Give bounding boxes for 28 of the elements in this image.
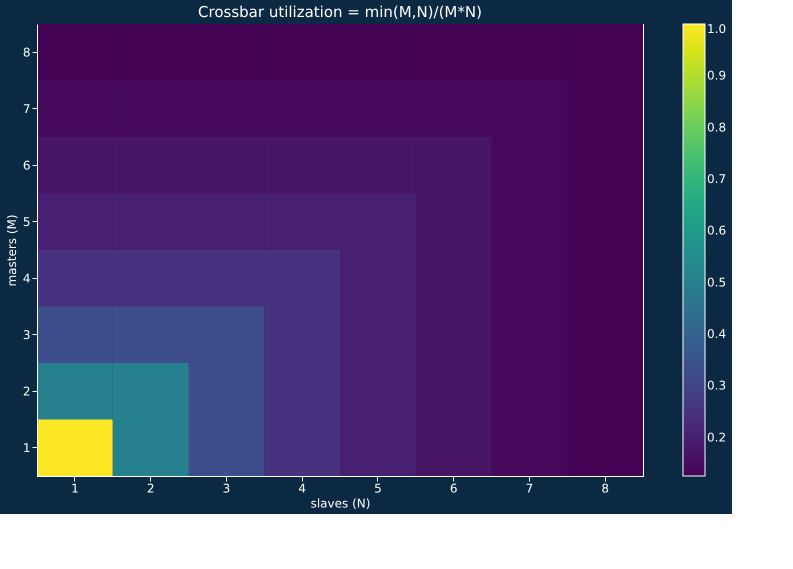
color-bar-label: 0.6 (707, 224, 726, 238)
y-tick-label: 7 (22, 102, 30, 116)
color-bar-label: 0.7 (707, 172, 726, 186)
x-tick-label: 4 (298, 482, 306, 496)
color-bar-label: 0.2 (707, 430, 726, 444)
y-tick-label: 4 (22, 271, 30, 286)
color-bar-label: 0.4 (707, 326, 726, 341)
y-tick-label: 6 (22, 158, 30, 172)
color-bar-label: 1.0 (707, 22, 726, 36)
color-bar-label: 0.3 (707, 378, 726, 393)
x-tick-label: 1 (71, 482, 79, 496)
color-bar-label: 0.9 (707, 68, 726, 83)
x-axis-title: slaves (N) (310, 496, 370, 510)
color-bar-label: 0.5 (707, 275, 726, 290)
x-tick-label: 3 (222, 482, 230, 496)
x-tick-label: 8 (601, 482, 609, 496)
y-axis-title: masters (M) (4, 214, 19, 287)
chart-title: Crossbar utilization = min(M,N)/(M*N) (198, 3, 482, 21)
x-tick-label: 5 (374, 482, 382, 496)
x-tick-label: 7 (526, 482, 534, 496)
y-tick-label: 1 (22, 440, 30, 455)
y-tick-label: 5 (22, 214, 30, 229)
x-tick-label: 6 (450, 482, 458, 496)
x-tick-label: 2 (146, 482, 154, 496)
y-tick-label: 8 (22, 45, 30, 60)
color-bar-label: 0.8 (707, 120, 726, 134)
y-tick-label: 3 (22, 328, 30, 342)
y-tick-label: 2 (22, 384, 30, 398)
